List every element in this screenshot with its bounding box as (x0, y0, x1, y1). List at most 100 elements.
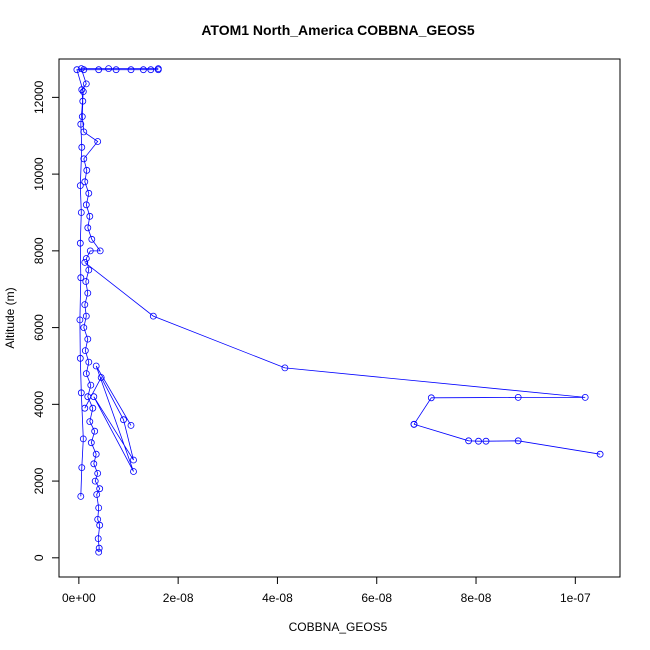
x-tick-label: 2e-08 (163, 591, 194, 605)
data-point (76, 182, 84, 190)
data-point (97, 374, 105, 381)
data-point (80, 66, 88, 74)
data-point (147, 66, 155, 74)
data-point (82, 255, 90, 262)
series-line (413, 423, 601, 455)
data-point (76, 354, 84, 362)
data-point (76, 239, 84, 247)
data-point (73, 66, 81, 74)
data-point (77, 209, 85, 216)
x-tick-label: 4e-08 (262, 591, 293, 605)
data-point (86, 212, 94, 220)
data-point (78, 143, 86, 151)
y-tick-label: 4000 (32, 391, 46, 418)
data-point (127, 66, 135, 74)
series-line (76, 69, 159, 497)
data-point (105, 65, 112, 72)
series-4 (73, 66, 162, 500)
data-point (81, 301, 89, 309)
data-point (130, 468, 137, 475)
data-point (93, 491, 101, 498)
y-axis: 0 2000 4000 6000 8000 10000 12000 (32, 80, 60, 561)
data-point (82, 312, 90, 320)
y-axis-label: Altitude (m) (3, 287, 17, 348)
data-point (94, 469, 102, 477)
data-point (92, 450, 100, 458)
series-layer (73, 65, 604, 556)
data-point (91, 477, 99, 485)
data-point (83, 166, 91, 174)
data-point (95, 66, 103, 74)
data-point (94, 138, 102, 145)
data-point (465, 437, 473, 445)
data-point (96, 521, 104, 529)
data-point (149, 312, 157, 320)
chart-title: ATOM1 North_America COBBNA_GEOS5 (201, 22, 475, 38)
y-tick-label: 8000 (32, 237, 46, 264)
data-point (95, 544, 103, 552)
data-point (82, 201, 90, 209)
data-point (91, 427, 99, 435)
data-point (77, 492, 85, 500)
data-point (77, 120, 85, 128)
y-tick-label: 10000 (32, 157, 46, 191)
data-point (81, 347, 89, 355)
data-point (514, 393, 522, 401)
data-point (139, 66, 147, 74)
x-axis-label: COBBNA_GEOS5 (289, 620, 388, 634)
data-point (94, 516, 102, 523)
data-point (80, 155, 88, 163)
x-tick-label: 8e-08 (461, 591, 492, 605)
data-point (96, 247, 104, 255)
data-point (514, 437, 522, 445)
data-point (80, 324, 88, 332)
data-point (85, 358, 93, 366)
y-tick-label: 0 (32, 554, 46, 561)
y-tick-label: 12000 (32, 80, 46, 114)
data-point (87, 439, 95, 447)
data-point (154, 66, 162, 74)
data-point (81, 258, 89, 266)
data-point (112, 66, 120, 74)
y-tick-label: 6000 (32, 314, 46, 341)
data-point (81, 178, 89, 186)
data-point (87, 381, 95, 389)
data-point (482, 437, 490, 445)
data-point (86, 247, 94, 255)
data-point (84, 335, 92, 343)
data-point (92, 362, 100, 370)
series-line (84, 365, 134, 472)
series-0 (77, 65, 162, 556)
data-point (84, 289, 92, 297)
data-point (84, 224, 92, 232)
data-point (77, 389, 85, 397)
data-point (77, 274, 85, 282)
x-tick-label: 1e-07 (560, 591, 591, 605)
data-point (79, 88, 87, 95)
data-point (89, 404, 97, 412)
data-point (410, 420, 418, 428)
data-point (90, 460, 98, 468)
x-tick-label: 0e+00 (62, 591, 96, 605)
data-point (120, 416, 127, 424)
data-point (82, 80, 90, 88)
data-point (95, 504, 103, 512)
x-tick-label: 6e-08 (361, 591, 392, 605)
data-point (78, 464, 86, 472)
plot-frame (58, 58, 621, 578)
data-point (86, 418, 94, 426)
data-point (88, 235, 96, 243)
data-point (82, 278, 90, 285)
series-2 (81, 258, 589, 428)
data-point (281, 364, 289, 372)
data-point (85, 266, 93, 274)
x-axis: 0e+00 2e-08 4e-08 6e-08 8e-08 1e-07 (62, 576, 591, 605)
data-point (130, 456, 137, 464)
data-point (94, 535, 102, 542)
data-point (96, 485, 104, 493)
data-point (95, 548, 103, 556)
data-point (76, 316, 84, 324)
data-point (90, 393, 98, 401)
series-3 (410, 420, 604, 458)
